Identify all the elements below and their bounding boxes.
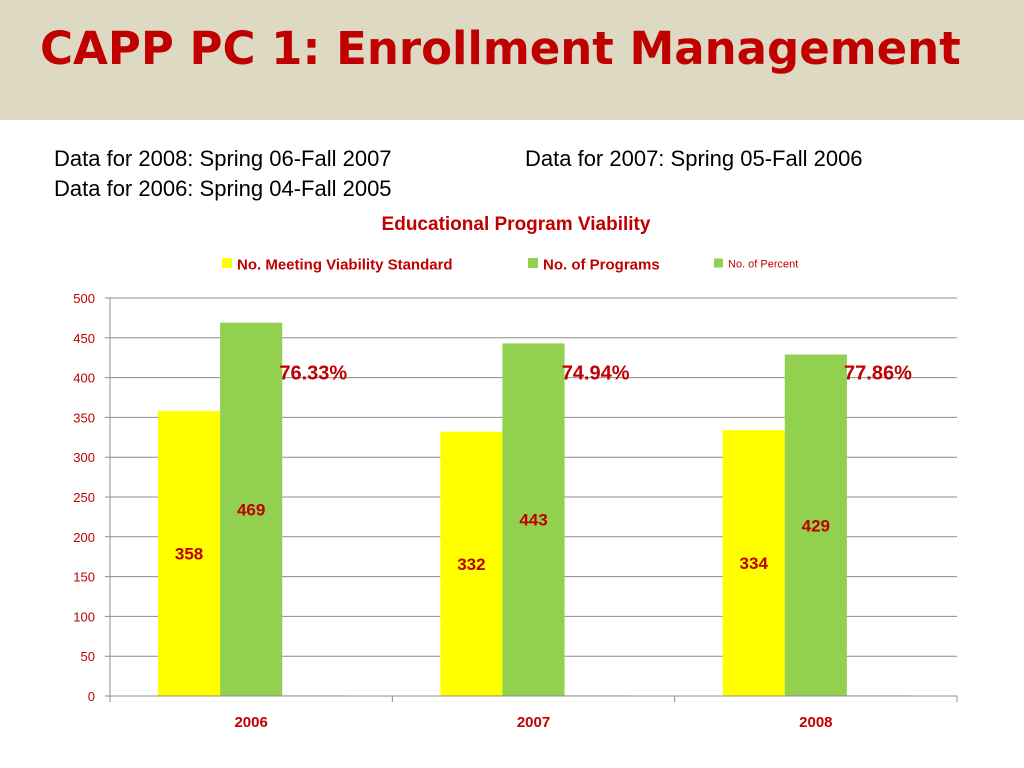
y-axis: 0 50 100 150 200 250 300 350 400 450 500 xyxy=(73,291,111,704)
legend-swatch xyxy=(528,258,538,268)
title-band xyxy=(0,0,1024,120)
x-tick-label: 2006 xyxy=(234,714,267,731)
data-label-programs: 429 xyxy=(802,516,830,535)
y-tick-label: 400 xyxy=(73,371,95,386)
slide-title: CAPP PC 1: Enrollment Management xyxy=(40,22,961,75)
x-axis: 2006 2007 2008 xyxy=(109,695,958,731)
y-tick-label: 0 xyxy=(88,689,95,704)
data-label-meeting-standard: 334 xyxy=(740,554,769,573)
legend-swatch xyxy=(714,258,723,268)
y-tick-label: 100 xyxy=(73,609,95,624)
data-label-programs: 469 xyxy=(237,500,265,519)
y-tick-label: 450 xyxy=(73,331,95,346)
data-label-programs: 443 xyxy=(519,511,547,530)
legend-label: No. Meeting Viability Standard xyxy=(237,257,453,274)
bar-meeting-standard xyxy=(157,411,221,696)
y-tick-label: 350 xyxy=(73,410,95,425)
chart-bars: 358 469 76.33% 332 443 74.94% 334 429 77.86% xyxy=(157,322,912,697)
bar-meeting-standard xyxy=(722,430,785,696)
legend-label: No. of Programs xyxy=(543,257,660,274)
legend-label: No. of Percent xyxy=(728,259,798,271)
x-tick-label: 2008 xyxy=(799,714,832,731)
bar-programs xyxy=(502,343,565,696)
y-tick-label: 250 xyxy=(73,490,95,505)
data-label-meeting-standard: 358 xyxy=(175,545,203,564)
bar-meeting-standard xyxy=(440,431,503,696)
y-tick-label: 300 xyxy=(73,450,95,465)
data-label-percent: 76.33% xyxy=(279,363,347,385)
y-tick-label: 500 xyxy=(73,291,95,306)
data-label-meeting-standard: 332 xyxy=(457,555,485,574)
data-label-percent: 74.94% xyxy=(562,363,630,385)
legend-swatch xyxy=(222,258,232,268)
y-tick-label: 200 xyxy=(73,530,95,545)
note-2006-data: Data for 2006: Spring 04-Fall 2005 xyxy=(54,176,392,201)
x-tick-label: 2007 xyxy=(517,714,550,731)
note-2007-data: Data for 2007: Spring 05-Fall 2006 xyxy=(525,146,863,171)
note-2008-data: Data for 2008: Spring 06-Fall 2007 xyxy=(54,146,392,171)
bar-programs xyxy=(784,354,847,696)
bar-programs xyxy=(220,322,283,696)
chart-legend: No. Meeting Viability Standard No. of Pro… xyxy=(222,257,798,274)
data-label-percent: 77.86% xyxy=(844,363,912,385)
y-tick-label: 50 xyxy=(81,649,95,664)
chart-title: Educational Program Viability xyxy=(382,214,651,235)
y-tick-label: 150 xyxy=(73,570,95,585)
